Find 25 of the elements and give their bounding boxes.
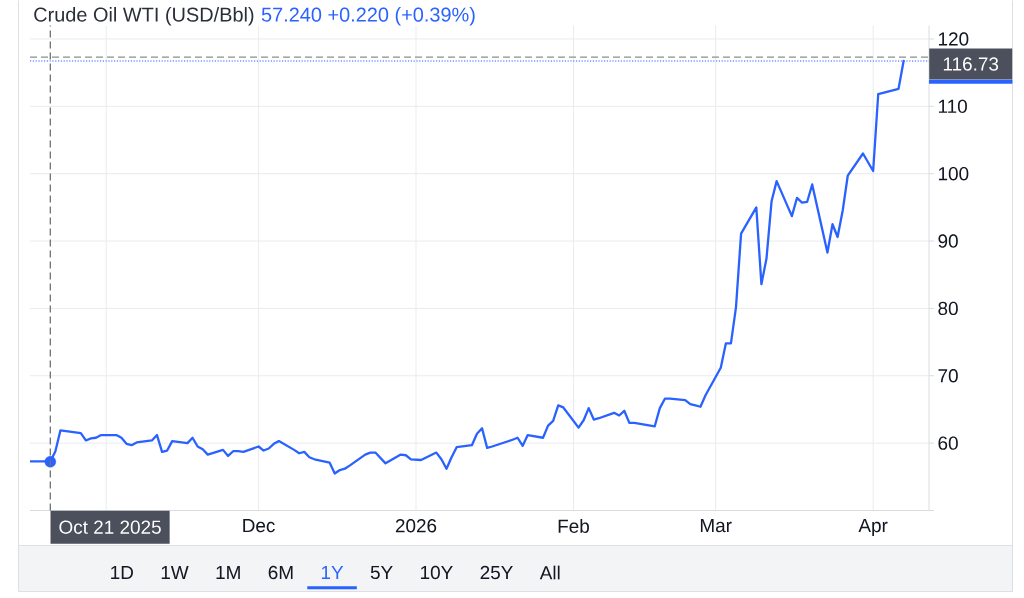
x-tick-label: Dec <box>243 518 275 532</box>
ref-line-label: 116.73 <box>943 57 999 71</box>
y-tick-label: 120 <box>938 32 969 46</box>
x-tick-label: Mar <box>700 518 732 532</box>
chart-title: Crude Oil WTI (USD/Bbl) <box>34 6 254 26</box>
text: 1Y <box>321 565 344 579</box>
y-tick-label: 60 <box>938 436 958 450</box>
text: 10Y <box>421 565 453 579</box>
x-tick-label: 2026 <box>395 518 437 533</box>
ref-line-label: Oct 21 2025 <box>59 520 161 534</box>
text: All <box>539 565 560 580</box>
x-tick-label: Apr <box>858 518 888 536</box>
text: 1W <box>161 565 189 579</box>
y-tick-label: 110 <box>938 99 967 113</box>
y-tick-label: 100 <box>938 166 969 181</box>
y-tick-label: 90 <box>938 234 958 248</box>
y-tick-label: 80 <box>938 301 958 315</box>
text: 5Y <box>370 565 393 579</box>
text: 1D <box>111 565 133 579</box>
text: 6M <box>268 565 293 579</box>
chart-subtitle: 57.240 +0.220 (+0.39%) <box>261 6 475 26</box>
x-tick-label: Feb <box>558 518 589 533</box>
text: 25Y <box>480 565 513 579</box>
text: 1M <box>216 565 240 579</box>
y-tick-label: 70 <box>938 368 958 383</box>
